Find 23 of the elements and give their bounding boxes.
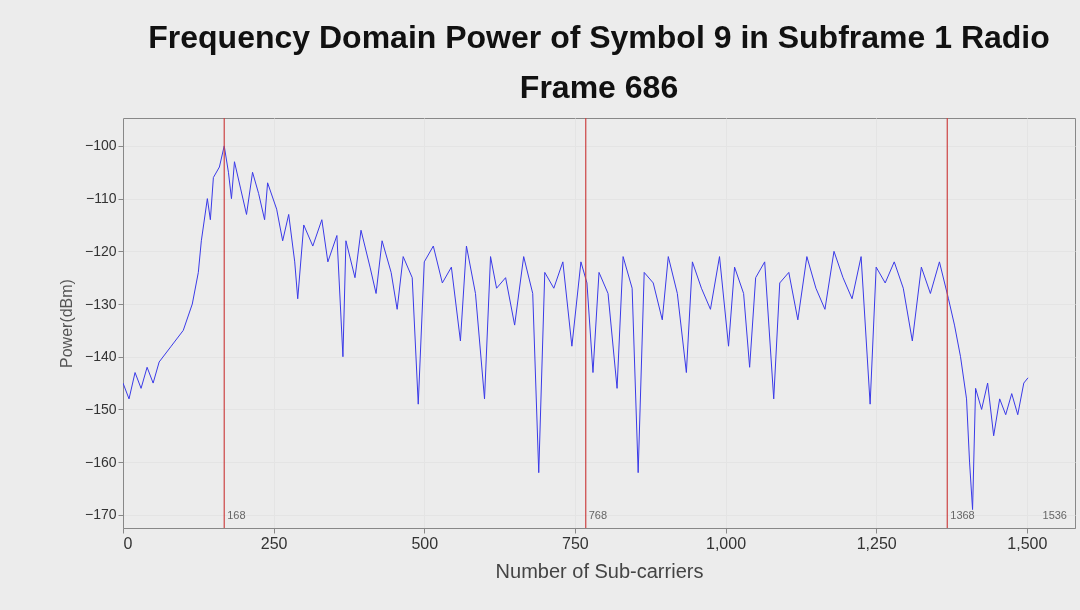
x-tick-label: 250: [260, 534, 288, 552]
y-tick-label: −160: [84, 453, 117, 470]
x-tick-label: 1,500: [1007, 534, 1048, 552]
y-tick-label: −100: [84, 137, 117, 154]
y-tick-label: −110: [86, 190, 117, 207]
ref-line-label: 768: [588, 509, 608, 521]
line-series: [123, 145, 1029, 511]
x-tick-label: 1,000: [706, 534, 747, 552]
y-tick-label: −140: [84, 348, 117, 365]
x-axis-title: Number of Sub-carriers: [495, 559, 704, 582]
ref-line-label: 1368: [950, 509, 975, 521]
y-tick-label: −170: [84, 506, 117, 523]
ref-line-label: 168: [227, 509, 246, 521]
y-tick-label: −120: [84, 242, 117, 259]
chart-title: Frequency Domain Power of Symbol 9 in Subframe 1 Radio Frame 686: [148, 19, 1050, 106]
x-tick-label: 0: [123, 534, 133, 552]
y-tick-label: −130: [84, 295, 117, 312]
x-tick-label: 1,250: [856, 534, 897, 552]
annotation: 1536: [1042, 509, 1067, 521]
x-tick-label: 750: [562, 534, 589, 552]
x-tick-label: 500: [411, 534, 439, 552]
y-axis-title: Power(dBm): [57, 279, 75, 368]
y-tick-label: −150: [84, 400, 117, 417]
